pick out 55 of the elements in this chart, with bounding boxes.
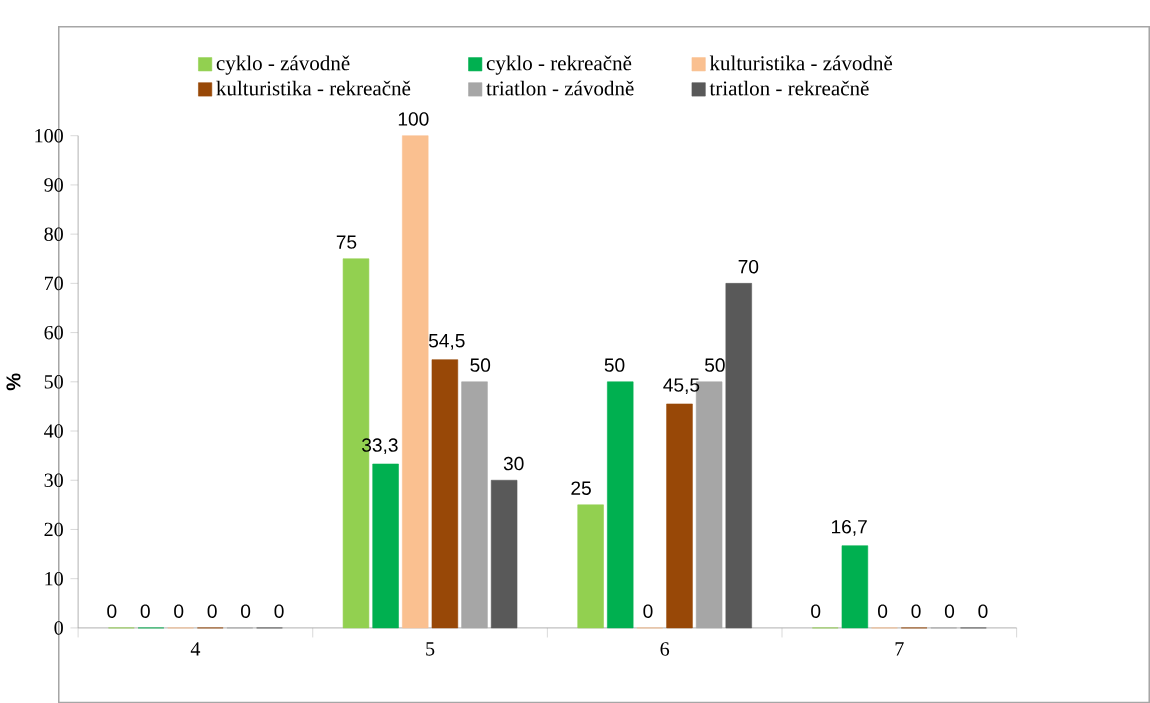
y-tick-label: 100 <box>35 128 63 143</box>
bar <box>461 381 488 629</box>
data-label: 0 <box>944 604 955 618</box>
data-label: 54,5 <box>428 334 465 350</box>
x-tick-label: 4 <box>190 642 201 656</box>
x-tick-label: 7 <box>895 642 904 656</box>
bar <box>666 403 693 629</box>
data-label: 50 <box>470 358 491 372</box>
y-tick-label: 80 <box>44 227 63 241</box>
y-tick-label: 20 <box>44 522 63 537</box>
data-label: 50 <box>705 358 725 372</box>
legend-label: kulturistika - rekreačně <box>216 80 411 96</box>
data-label: 0 <box>140 604 150 618</box>
data-label: 0 <box>241 604 251 618</box>
bar <box>402 135 429 629</box>
data-label: 0 <box>978 604 988 618</box>
data-label: 25 <box>571 481 591 495</box>
y-tick-label: 50 <box>44 374 63 389</box>
y-tick-label: 30 <box>44 473 63 487</box>
data-label: 0 <box>174 604 184 618</box>
bar <box>372 463 399 629</box>
y-tick-label: 40 <box>44 424 63 438</box>
x-tick-label: 6 <box>660 642 670 656</box>
data-label: 0 <box>643 604 653 618</box>
data-label: 75 <box>336 235 357 249</box>
y-tick-label: 60 <box>44 325 63 340</box>
legend-label: triatlon - rekreačně <box>709 80 869 96</box>
y-axis-title: % <box>6 373 21 391</box>
bar <box>607 381 634 629</box>
data-label: 100 <box>398 112 429 126</box>
data-label: 0 <box>878 604 888 618</box>
data-label: 0 <box>811 604 821 618</box>
bar <box>841 545 869 629</box>
data-label: 70 <box>738 259 759 274</box>
legend-label: kulturistika - závodně <box>709 55 893 71</box>
data-label: 16,7 <box>832 519 867 536</box>
data-label: 0 <box>274 604 284 618</box>
bar <box>431 359 459 629</box>
legend-label: triatlon - závodně <box>486 80 634 96</box>
bar <box>725 282 752 629</box>
bar <box>577 504 604 629</box>
y-tick-label: 70 <box>44 276 63 291</box>
x-tick-label: 5 <box>426 642 435 656</box>
data-label: 45,5 <box>663 378 700 394</box>
data-label: 30 <box>503 456 524 471</box>
data-label: 0 <box>207 604 217 618</box>
legend-label: cyklo - závodně <box>216 55 350 75</box>
y-tick-label: 10 <box>45 571 63 586</box>
data-label: 0 <box>107 604 117 618</box>
y-tick-label: 0 <box>54 621 63 635</box>
legend-label: cyklo - rekreačně <box>486 55 632 75</box>
y-tick-label: 90 <box>44 178 63 192</box>
data-label: 50 <box>604 358 625 372</box>
bar <box>490 479 518 629</box>
data-label: 0 <box>911 604 921 618</box>
